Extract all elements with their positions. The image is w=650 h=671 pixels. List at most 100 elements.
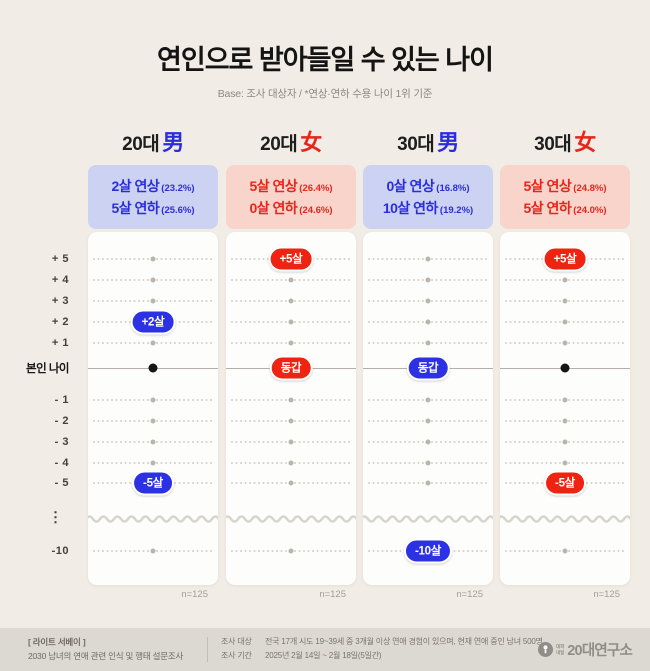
summary-line: 5살 연하 (25.6%): [111, 198, 194, 218]
logo-text: 20대연구소: [567, 643, 632, 659]
summary-line: 0살 연상 (16.8%): [386, 176, 469, 196]
summary-age: 10살 연하: [382, 200, 439, 216]
survey-details: 조사 대상 전국 17개 시도 19~39세 중 3개월 이상 연애 경험이 있…: [221, 635, 543, 664]
summary-box-30s-male: 0살 연상 (16.8%) 10살 연하 (19.2%): [363, 165, 493, 229]
group-label: 30대: [534, 134, 572, 155]
summary-age: 5살 연하: [523, 200, 572, 216]
summary-box-30s-female: 5살 연상 (24.8%) 5살 연하 (24.0%): [500, 165, 630, 229]
summary-pct: (25.6%): [161, 205, 195, 216]
summary-box-20s-male: 2살 연상 (23.2%) 5살 연하 (25.6%): [88, 165, 218, 229]
age-option-dot: [150, 397, 156, 403]
footer-bar: [ 라이트 서베이 ] 2030 남녀의 연애 관련 인식 및 행태 설문조사 …: [0, 628, 650, 671]
summary-age: 5살 연상: [249, 178, 298, 194]
age-option-dot: [288, 439, 294, 445]
sample-size-label: n=125: [181, 589, 208, 600]
gender-label: 男: [162, 130, 184, 155]
survey-tag: [ 라이트 서베이 ]: [28, 637, 86, 647]
sample-size-label: n=125: [319, 589, 346, 600]
summary-age: 5살 연상: [523, 178, 572, 194]
age-option-dot: [150, 460, 156, 466]
group-label: 20대: [260, 134, 298, 155]
axis-tick-minus10: -10: [51, 545, 69, 557]
chart-panel-20s-female: +5살 동갑: [226, 232, 356, 585]
survey-period-key: 조사 기간: [221, 651, 252, 661]
summary-line: 5살 연상 (24.8%): [523, 176, 606, 196]
self-age-dot: [148, 363, 158, 373]
gender-label: 女: [574, 130, 596, 155]
age-option-dot: [288, 480, 294, 486]
summary-pct: (24.8%): [573, 183, 607, 194]
age-option-dot: [425, 256, 431, 262]
chart-panel-30s-male: 동갑 -10살: [363, 232, 493, 585]
top-answer-pill: +2살: [130, 309, 176, 335]
age-option-dot: [425, 480, 431, 486]
axis-tick-minus2: - 2: [54, 415, 69, 427]
summary-line: 2살 연상 (23.2%): [111, 176, 194, 196]
age-option-dot: [562, 277, 568, 283]
gender-label: 男: [437, 130, 459, 155]
base-note: Base: 조사 대상자 / *연상·연하 수용 나이 1위 기준: [217, 88, 433, 100]
age-option-dot: [150, 277, 156, 283]
top-answer-pill: -5살: [544, 470, 586, 496]
sample-size-label: n=125: [593, 589, 620, 600]
summary-pct: (24.6%): [299, 205, 333, 216]
top-answer-pill: -10살: [403, 538, 453, 564]
age-option-dot: [425, 277, 431, 283]
top-answer-pill: -5살: [132, 470, 174, 496]
summary-line: 5살 연상 (26.4%): [249, 176, 332, 196]
column-header-30s-female: 30대 女: [500, 125, 630, 157]
gender-label: 女: [300, 130, 322, 155]
axis-tick-minus1: - 1: [54, 394, 69, 406]
age-option-dot: [562, 460, 568, 466]
age-option-dot: [562, 397, 568, 403]
age-option-dot: [562, 340, 568, 346]
age-option-dot: [562, 319, 568, 325]
axis-break-wave-icon: [500, 515, 630, 523]
age-option-dot: [425, 418, 431, 424]
age-option-dot: [562, 548, 568, 554]
survey-info: [ 라이트 서베이 ] 2030 남녀의 연애 관련 인식 및 행태 설문조사: [28, 635, 183, 663]
age-option-dot: [425, 460, 431, 466]
age-option-dot: [288, 298, 294, 304]
survey-name: 2030 남녀의 연애 관련 인식 및 행태 설문조사: [28, 651, 184, 662]
self-age-dot: [560, 363, 570, 373]
age-option-dot: [288, 319, 294, 325]
age-option-dot: [288, 277, 294, 283]
summary-age: 0살 연하: [249, 200, 298, 216]
sample-size-label: n=125: [456, 589, 483, 600]
survey-target-value: 전국 17개 시도 19~39세 중 3개월 이상 연애 경험이 있으며, 현재…: [265, 637, 543, 646]
top-answer-pill: 동갑: [406, 355, 450, 381]
summary-age: 2살 연상: [111, 178, 160, 194]
age-option-dot: [288, 460, 294, 466]
age-option-dot: [425, 397, 431, 403]
age-option-dot: [150, 340, 156, 346]
age-option-dot: [288, 397, 294, 403]
summary-pct: (24.0%): [573, 205, 607, 216]
chart-panel-30s-female: +5살 -5살: [500, 232, 630, 585]
top-answer-pill: 동갑: [269, 355, 313, 381]
age-option-dot: [150, 256, 156, 262]
logo-small-text: 대학 내일: [556, 644, 565, 655]
summary-pct: (19.2%): [439, 205, 474, 216]
survey-period-value: 2025년 2월 14일 ~ 2월 18일(5일간): [265, 651, 382, 661]
column-header-20s-female: 20대 女: [226, 125, 356, 157]
axis-tick-plus3: + 3: [51, 295, 69, 307]
chart-panel-20s-male: +2살 -5살: [88, 232, 218, 585]
axis-break-ellipsis-icon: ⋮: [48, 508, 63, 525]
summary-pct: (16.8%): [436, 183, 470, 194]
age-option-dot: [562, 298, 568, 304]
axis-tick-plus4: + 4: [51, 274, 69, 286]
axis-break-wave-icon: [363, 515, 493, 523]
summary-line: 5살 연하 (24.0%): [523, 198, 606, 218]
axis-break-wave-icon: [88, 515, 218, 523]
publisher-logo: 대학 내일 20대연구소: [538, 628, 633, 671]
axis-tick-plus1: + 1: [51, 337, 69, 349]
column-header-20s-male: 20대 男: [88, 125, 218, 157]
summary-age: 0살 연상: [386, 178, 435, 194]
age-option-dot: [288, 548, 294, 554]
age-option-dot: [425, 340, 431, 346]
page-title: 연인으로 받아들일 수 있는 나이: [157, 45, 494, 75]
summary-line: 0살 연하 (24.6%): [249, 198, 332, 218]
age-option-dot: [150, 298, 156, 304]
